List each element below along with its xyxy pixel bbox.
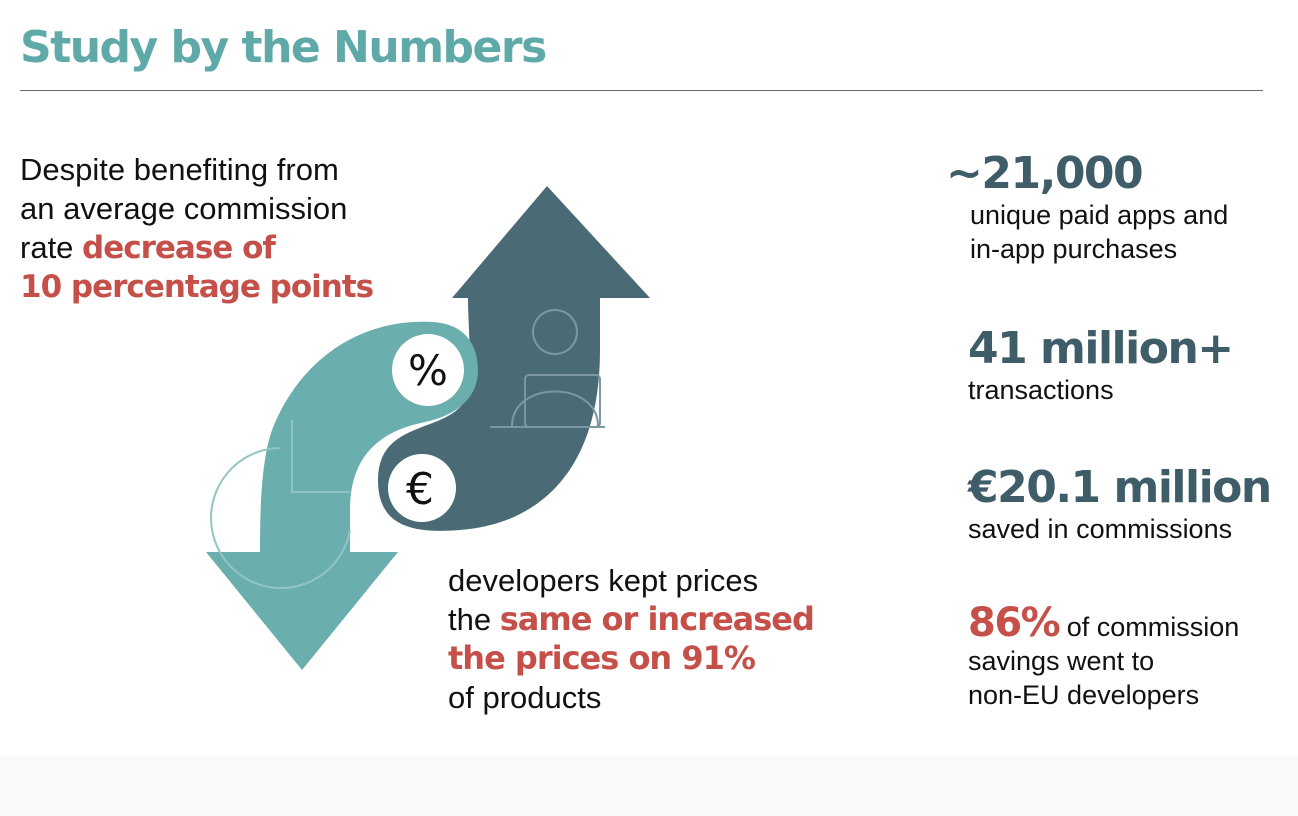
stat-non-eu: 86% of commission savings went to non-EU… bbox=[968, 603, 1288, 712]
stat-savings-value: €20.1 million bbox=[968, 462, 1272, 513]
stat-transactions-value: 41 million+ bbox=[968, 323, 1234, 374]
title-divider bbox=[20, 90, 1263, 91]
stat-transactions: 41 million+ transactions bbox=[968, 325, 1288, 407]
percent-icon: % bbox=[392, 334, 464, 406]
arrow-down-teal bbox=[206, 321, 478, 670]
intro-line-3: rate decrease of bbox=[20, 228, 440, 268]
exchange-arrows-graphic: % € bbox=[206, 186, 650, 670]
footer-band bbox=[0, 756, 1298, 816]
page-title: Study by the Numbers bbox=[20, 22, 547, 73]
stat-non-eu-line-2: savings went to bbox=[968, 646, 1155, 676]
outro-highlight-2: the prices on 91% bbox=[448, 639, 756, 677]
stat-transactions-label: transactions bbox=[968, 375, 1114, 405]
intro-text: Despite benefiting from an average commi… bbox=[20, 150, 440, 307]
stat-savings-label: saved in commissions bbox=[968, 514, 1233, 544]
stat-apps: ~21,000 unique paid apps and in-app purc… bbox=[946, 150, 1266, 266]
intro-line-1: Despite benefiting from bbox=[20, 152, 339, 187]
intro-highlight-1: decrease of bbox=[82, 230, 276, 266]
stat-non-eu-suffix: of commission bbox=[1059, 612, 1240, 642]
stat-savings: €20.1 million saved in commissions bbox=[968, 464, 1288, 546]
intro-line-3-prefix: rate bbox=[20, 230, 83, 265]
outro-line-2-prefix: the bbox=[448, 602, 500, 637]
outro-line-4: of products bbox=[448, 680, 602, 715]
pie-chart-icon bbox=[210, 420, 351, 589]
euro-icon: € bbox=[388, 454, 456, 522]
percent-symbol: % bbox=[408, 346, 448, 395]
outro-line-1: developers kept prices bbox=[448, 563, 759, 598]
arrow-up-slate bbox=[378, 186, 650, 531]
outro-text: developers kept prices the same or incre… bbox=[448, 561, 868, 717]
outro-line-2: the same or increased bbox=[448, 600, 868, 639]
intro-highlight-2: 10 percentage points bbox=[20, 269, 374, 305]
stat-apps-label-1: unique paid apps and bbox=[970, 200, 1229, 230]
person-laptop-icon bbox=[490, 309, 605, 428]
outro-highlight-1: same or increased bbox=[499, 600, 815, 638]
stat-apps-value: ~21,000 bbox=[946, 148, 1144, 199]
stat-non-eu-value: 86% bbox=[968, 600, 1061, 646]
stat-non-eu-line-3: non-EU developers bbox=[968, 680, 1200, 710]
euro-symbol: € bbox=[406, 464, 434, 515]
intro-line-2: an average commission bbox=[20, 191, 348, 226]
stat-apps-label-2: in-app purchases bbox=[970, 234, 1178, 264]
stat-non-eu-line-1: 86% of commission bbox=[968, 603, 1288, 644]
